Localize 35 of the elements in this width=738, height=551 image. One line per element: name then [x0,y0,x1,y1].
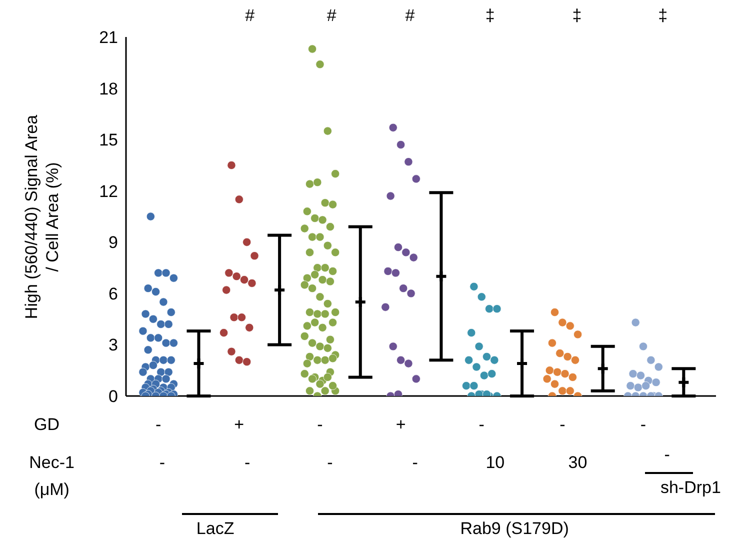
y-tick-label: 9 [108,233,118,252]
y-tick-label: 15 [99,130,118,150]
x-tick-label: + [396,415,406,434]
text: - [159,452,166,473]
text: LacZ [196,519,234,540]
text: sh-Drp1 [660,478,721,498]
text: Nec-1 [29,452,75,473]
text: GD [34,415,60,436]
y-tick-label: 12 [99,182,118,201]
text: ‡ [572,6,582,26]
x-tick-label: + [234,415,244,434]
text: 10 [486,452,505,473]
text: ‡ [485,6,495,26]
y-axis-title: High (560/440) Signal Area / Cell Area (%) [21,114,63,319]
text: ‡ [658,6,668,26]
text: # [245,6,255,26]
text: - [327,452,333,473]
text: - [412,452,418,473]
x-tick-label: - [317,415,323,434]
text: (μM) [34,480,70,500]
text: 30 [568,452,588,473]
y-tick-label: 3 [108,336,118,355]
y-tick-label: 18 [99,79,118,98]
text: - [244,452,250,473]
y-tick-label: 0 [108,387,118,406]
x-tick-label: - [155,415,162,434]
y-tick-label: 21 [99,28,118,48]
text: # [326,6,336,26]
text: # [405,6,415,26]
text: Rab9 (S179D) [460,519,569,540]
x-tick-label: - [640,415,646,434]
y-tick-label: 6 [108,284,118,304]
x-tick-label: - [478,415,484,434]
text: - [664,444,670,465]
x-tick-label: - [560,415,566,434]
